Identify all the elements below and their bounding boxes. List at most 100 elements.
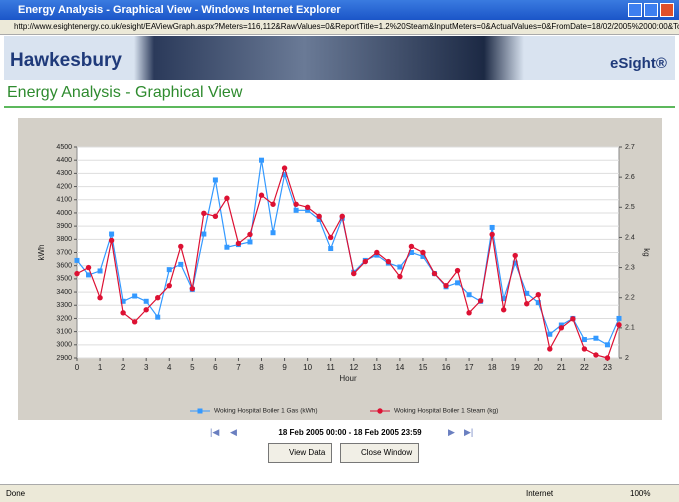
data-point [420, 250, 425, 255]
data-point [294, 208, 299, 213]
close[interactable] [660, 3, 674, 17]
x-tick-label: 13 [372, 363, 381, 372]
data-point [75, 258, 80, 263]
y-tick-label: 4100 [56, 197, 72, 204]
data-point [351, 271, 356, 276]
data-point [213, 177, 218, 182]
data-point [120, 310, 125, 315]
data-point [316, 214, 321, 219]
status-bar: Done Internet 100% [0, 484, 679, 502]
chart-panel: 2900300031003200330034003500360037003800… [18, 118, 662, 420]
x-tick-label: 1 [98, 363, 103, 372]
data-point [143, 307, 148, 312]
data-point [144, 299, 149, 304]
x-tick-label: 3 [144, 363, 149, 372]
data-point [271, 230, 276, 235]
data-point [305, 205, 310, 210]
data-point [132, 294, 137, 299]
x-tick-label: 6 [213, 363, 218, 372]
y2-tick-label: 2.7 [625, 144, 635, 151]
data-point [397, 265, 402, 270]
y-tick-label: 2900 [56, 355, 72, 362]
data-point [247, 232, 252, 237]
y-tick-label: 3500 [56, 276, 72, 283]
x-tick-label: 4 [167, 363, 172, 372]
x-tick-label: 7 [236, 363, 241, 372]
data-point [224, 196, 229, 201]
next-button[interactable]: ▶ [448, 427, 455, 438]
data-point [167, 283, 172, 288]
y2-axis-label: kg [642, 248, 651, 256]
x-tick-label: 16 [442, 363, 451, 372]
data-point [167, 267, 172, 272]
data-point [559, 325, 564, 330]
data-point [155, 315, 160, 320]
y-tick-label: 3900 [56, 223, 72, 230]
y-tick-label: 3800 [56, 236, 72, 243]
y-tick-label: 3400 [56, 289, 72, 296]
data-point [328, 235, 333, 240]
product-logo: eSight® [610, 55, 667, 72]
x-tick-label: 0 [75, 363, 80, 372]
y2-tick-label: 2.2 [625, 295, 635, 302]
data-point [74, 271, 79, 276]
data-point [213, 214, 218, 219]
window-controls[interactable] [628, 3, 676, 17]
address-bar[interactable]: http://www.esightenergy.co.uk/esight/EAV… [0, 20, 679, 35]
y2-tick-label: 2.4 [625, 234, 635, 241]
data-point [582, 346, 587, 351]
status-text: Done [6, 485, 25, 502]
date-range: 18 Feb 2005 00:00 - 18 Feb 2005 23:59 [240, 428, 460, 437]
first-button[interactable]: |◀ [210, 427, 219, 438]
y-tick-label: 4400 [56, 157, 72, 164]
data-point [259, 193, 264, 198]
y2-tick-label: 2 [625, 355, 629, 362]
x-tick-label: 19 [511, 363, 520, 372]
data-point [363, 259, 368, 264]
data-point [178, 244, 183, 249]
x-tick-label: 17 [465, 363, 474, 372]
data-point [455, 268, 460, 273]
y-tick-label: 4300 [56, 170, 72, 177]
prev-button[interactable]: ◀ [230, 427, 237, 438]
x-tick-label: 10 [303, 363, 312, 372]
last-button[interactable]: ▶| [464, 427, 473, 438]
close-window-button[interactable]: Close Window [340, 443, 419, 463]
data-point [201, 211, 206, 216]
title-bar: Energy Analysis - Graphical View - Windo… [0, 0, 679, 20]
data-point [155, 295, 160, 300]
x-tick-label: 9 [282, 363, 287, 372]
data-point [432, 271, 437, 276]
x-tick-label: 12 [349, 363, 358, 372]
data-point [293, 202, 298, 207]
data-point [282, 165, 287, 170]
y2-tick-label: 2.5 [625, 204, 635, 211]
legend-marker [198, 409, 203, 414]
data-point [478, 298, 483, 303]
brand: Hawkesbury [10, 50, 122, 72]
data-point [409, 244, 414, 249]
data-point [593, 352, 598, 357]
page-heading: Energy Analysis - Graphical View [7, 84, 242, 102]
data-point [617, 316, 622, 321]
data-point [582, 337, 587, 342]
minimize[interactable] [628, 3, 642, 17]
x-tick-label: 14 [395, 363, 404, 372]
data-point [328, 246, 333, 251]
maximize[interactable] [644, 3, 658, 17]
y2-tick-label: 2.1 [625, 325, 635, 332]
zone: Internet [526, 485, 553, 502]
legend-label: Woking Hospital Boiler 1 Gas (kWh) [214, 408, 318, 415]
browser-window: {"window": {"title": "Energy Analysis - … [0, 0, 679, 501]
data-point [513, 253, 518, 258]
data-point [97, 295, 102, 300]
legend-marker [377, 408, 382, 413]
x-tick-label: 15 [419, 363, 428, 372]
x-tick-label: 8 [259, 363, 264, 372]
data-point [109, 238, 114, 243]
data-point [570, 316, 575, 321]
view-data-button[interactable]: View Data [268, 443, 332, 463]
zoom[interactable]: 100% [630, 485, 650, 502]
y-tick-label: 3600 [56, 263, 72, 270]
data-point [374, 250, 379, 255]
